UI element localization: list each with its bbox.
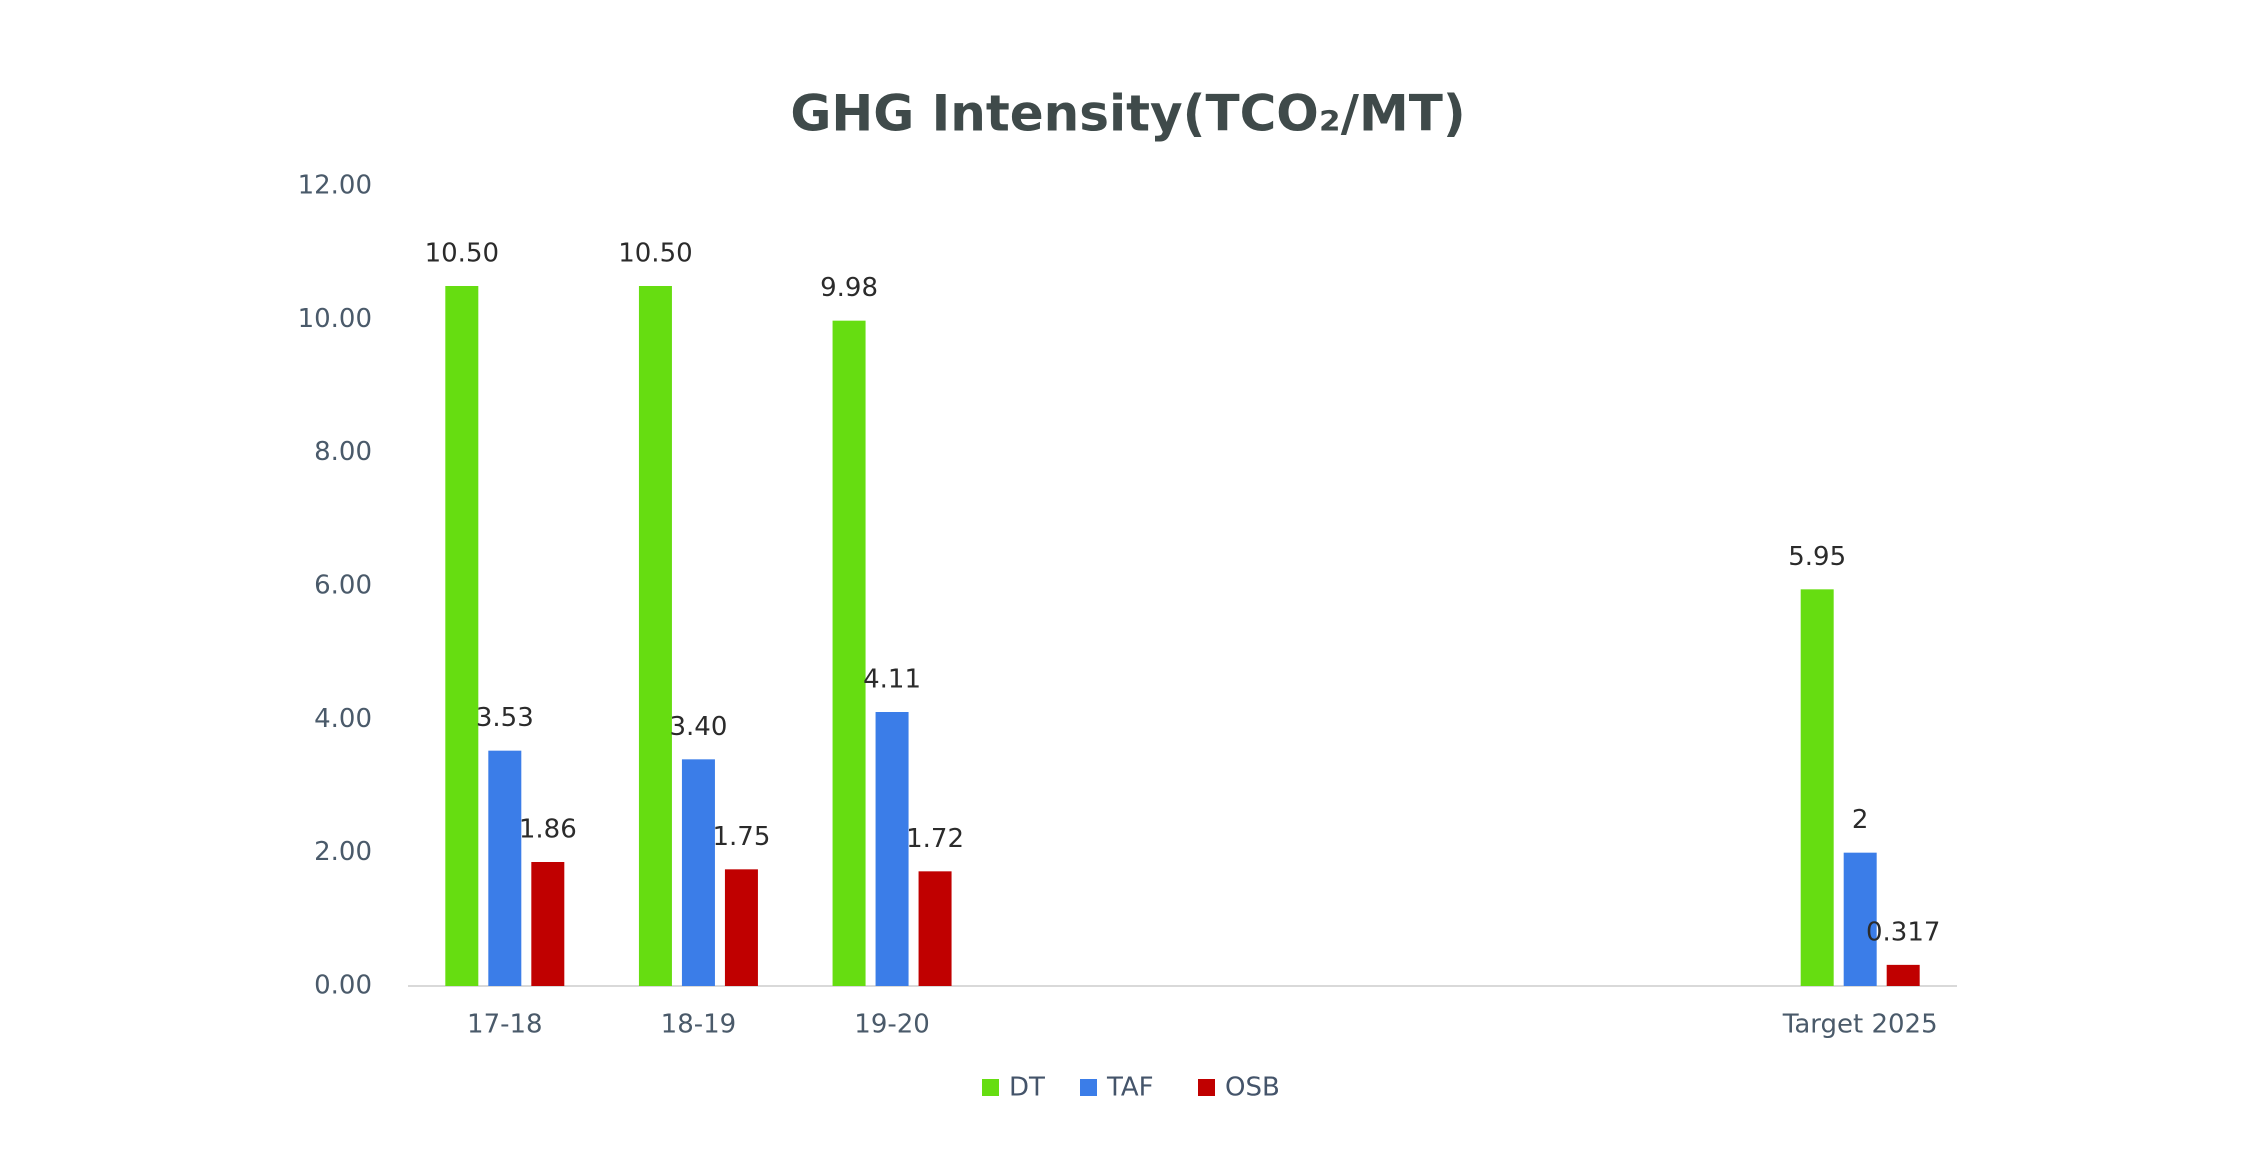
bar [832, 320, 866, 987]
y-tick-label: 6.00 [314, 571, 372, 601]
value-label: 1.72 [906, 824, 964, 854]
y-tick-label: 10.00 [298, 304, 372, 334]
bar [1843, 852, 1877, 986]
legend-label: TAF [1106, 1073, 1154, 1103]
bar [1800, 589, 1834, 986]
bar [1886, 964, 1920, 986]
bar [638, 286, 672, 986]
legend-swatch [1198, 1079, 1215, 1096]
x-tick-label: 17-18 [467, 1010, 543, 1040]
bar [445, 286, 479, 986]
legend-label: OSB [1225, 1073, 1280, 1103]
value-label: 10.50 [618, 239, 692, 269]
bar [724, 869, 758, 986]
value-label: 0.317 [1866, 917, 1940, 947]
legend-swatch [982, 1079, 999, 1096]
value-label: 10.50 [425, 239, 499, 269]
y-tick-label: 2.00 [314, 837, 372, 867]
bar [681, 759, 715, 986]
value-label: 3.53 [476, 703, 534, 733]
bar [488, 750, 522, 986]
value-label: 2 [1852, 805, 1869, 835]
value-label: 1.75 [712, 822, 770, 852]
bar [875, 712, 909, 986]
value-label: 5.95 [1788, 542, 1846, 572]
value-label: 4.11 [863, 665, 921, 695]
x-tick-label: 19-20 [854, 1010, 930, 1040]
chart-title: GHG Intensity(TCO₂/MT) [790, 85, 1465, 143]
value-label: 3.40 [669, 712, 727, 742]
x-tick-label: 18-19 [661, 1010, 737, 1040]
y-tick-label: 0.00 [314, 971, 372, 1001]
bar [531, 862, 565, 986]
legend-label: DT [1009, 1073, 1045, 1103]
y-tick-label: 4.00 [314, 704, 372, 734]
value-label: 9.98 [820, 273, 878, 303]
value-label: 1.86 [519, 815, 577, 845]
x-tick-label: Target 2025 [1782, 1010, 1938, 1040]
y-tick-label: 12.00 [298, 171, 372, 201]
legend-swatch [1080, 1079, 1097, 1096]
y-tick-label: 8.00 [314, 437, 372, 467]
bar [918, 871, 952, 986]
